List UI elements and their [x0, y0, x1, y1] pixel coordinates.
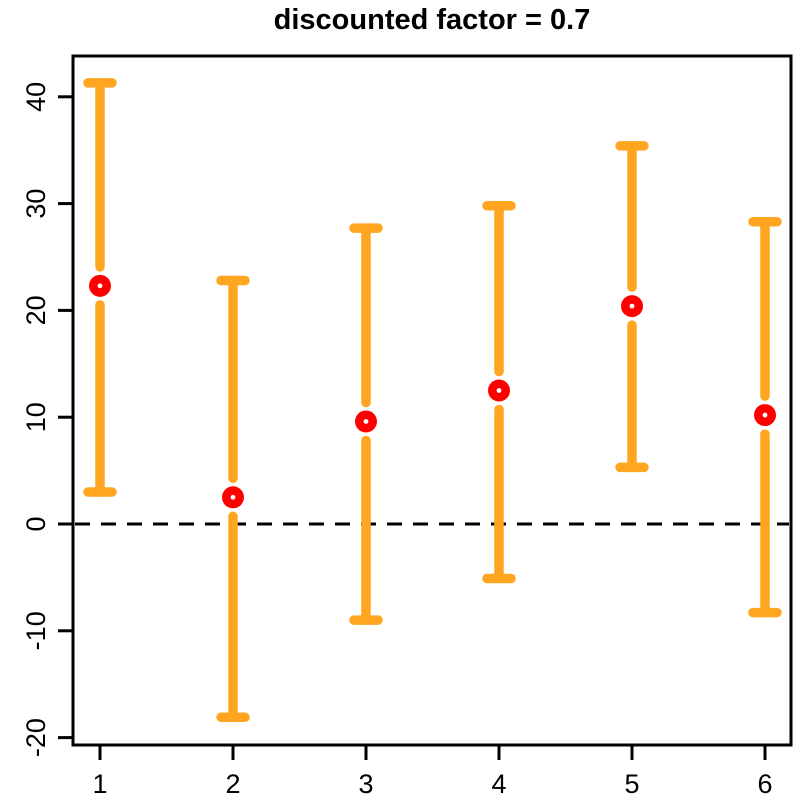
estimate-point-center [230, 494, 236, 500]
estimate-point-center [629, 303, 635, 309]
estimate-point-center [496, 388, 502, 393]
y-tick-label: 20 [21, 295, 51, 325]
estimate-point-center [762, 412, 768, 418]
x-tick-label: 6 [757, 769, 772, 799]
x-tick-label: 2 [225, 769, 240, 799]
x-tick-label: 3 [358, 769, 373, 799]
x-tick-label: 4 [491, 769, 506, 799]
y-tick-label: 0 [21, 516, 51, 531]
estimate-point-center [363, 419, 369, 424]
plot-border [71, 54, 793, 747]
x-tick-label: 5 [624, 769, 639, 799]
chart-title: discounted factor = 0.7 [273, 4, 591, 36]
y-tick-label: 30 [21, 189, 51, 219]
y-tick-label: -10 [21, 611, 51, 650]
estimate-point-center [97, 283, 103, 289]
y-tick-label: 40 [21, 82, 51, 112]
x-tick-label: 1 [92, 769, 107, 799]
y-tick-label: 10 [21, 402, 51, 432]
y-tick-label: -20 [21, 718, 51, 757]
